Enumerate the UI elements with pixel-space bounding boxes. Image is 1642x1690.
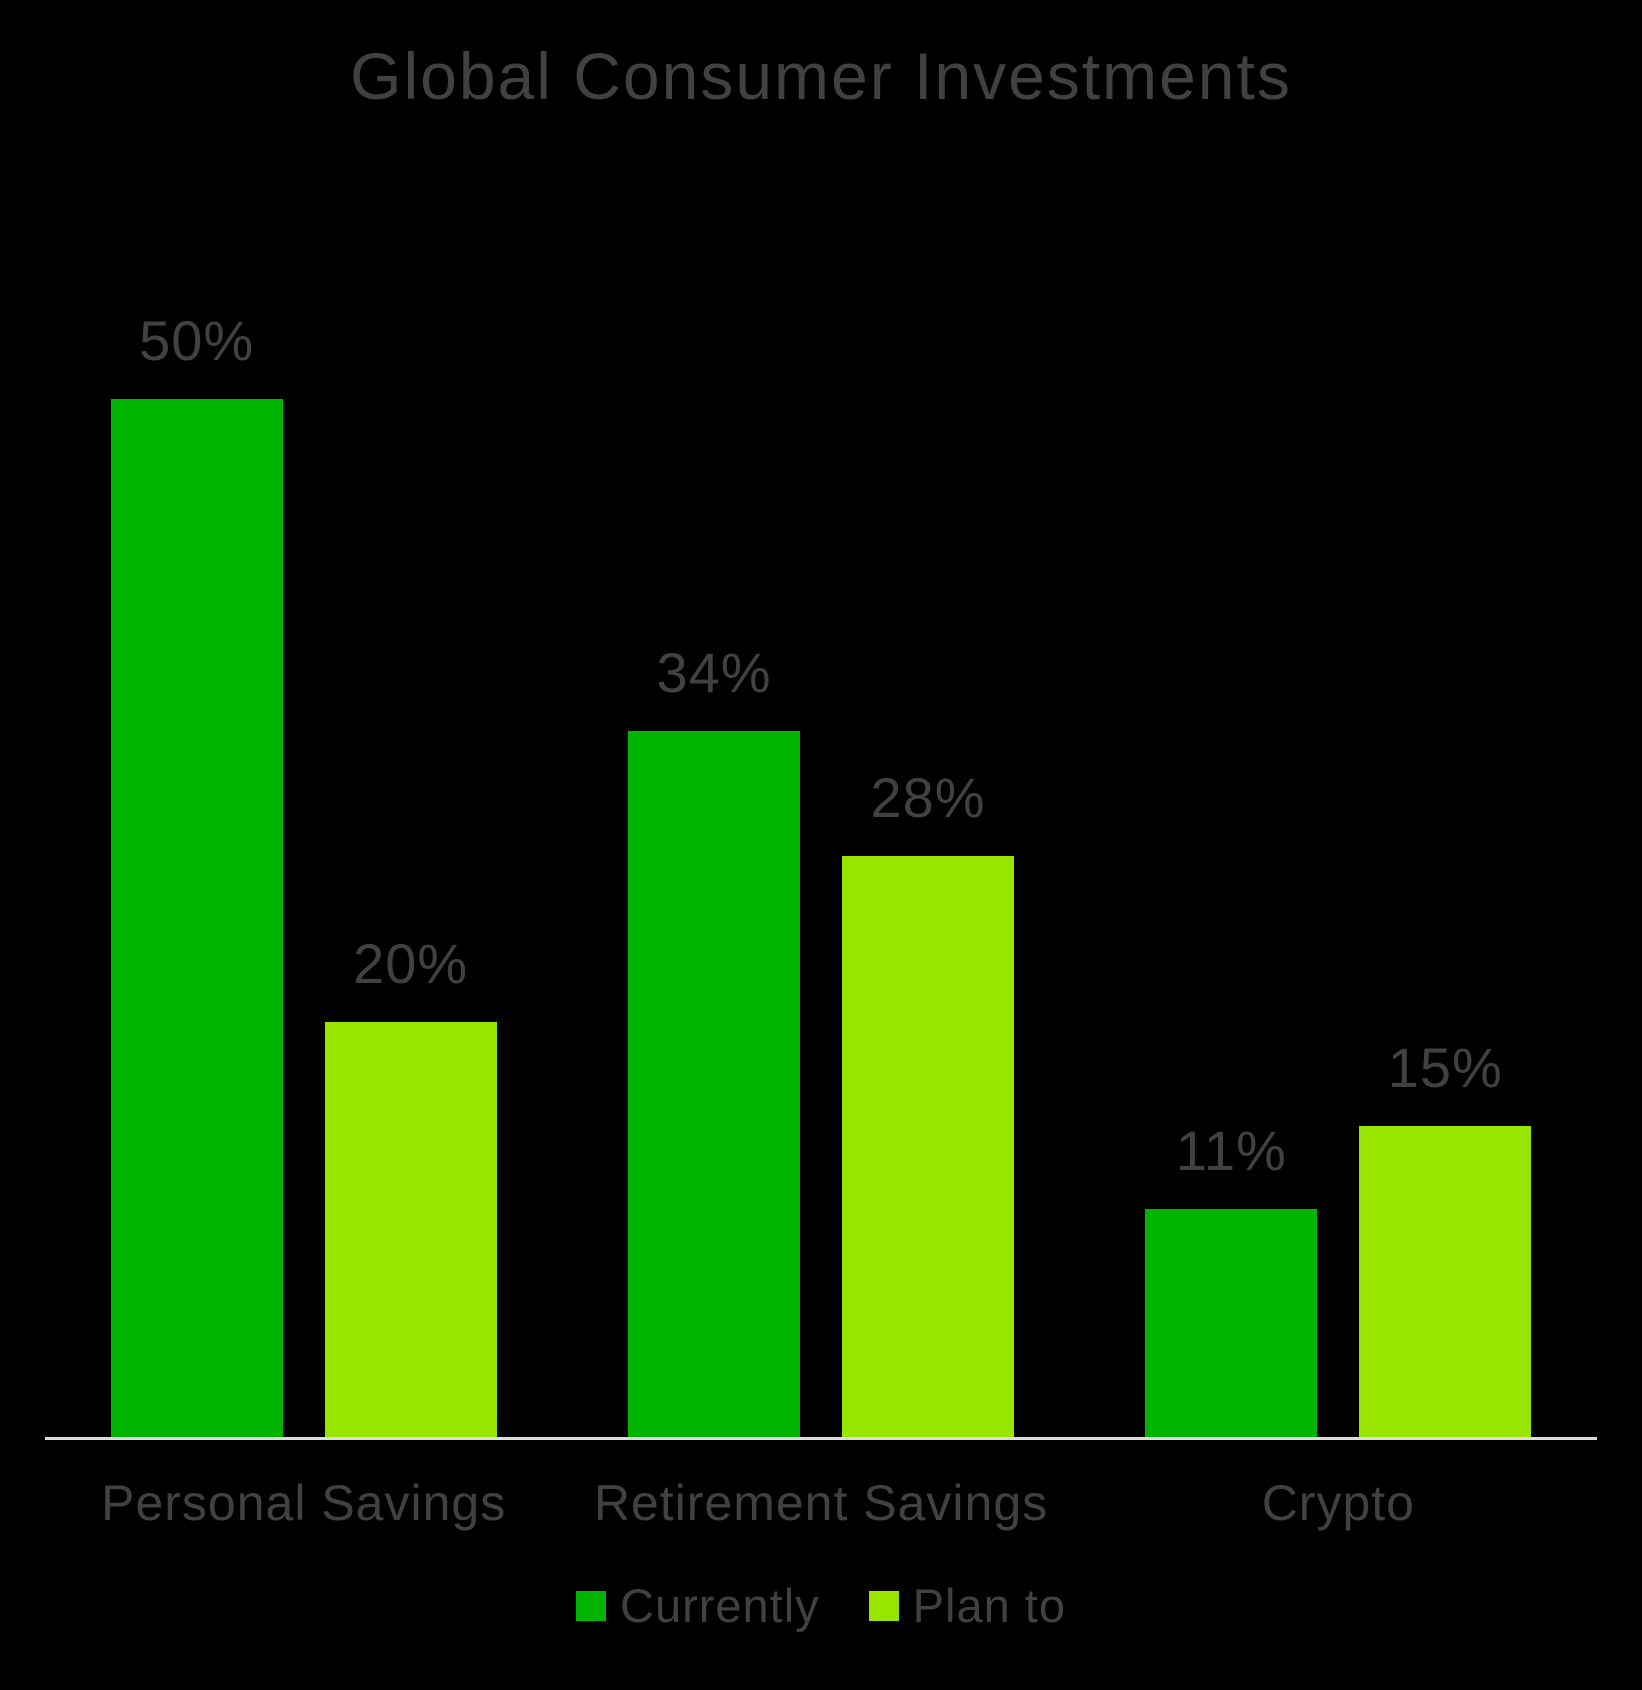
bar: 20%: [324, 932, 497, 1437]
bar: 28%: [841, 766, 1014, 1437]
legend-item: Currently: [576, 1578, 820, 1633]
bar-value-label: 34%: [656, 641, 772, 705]
bar-value-label: 15%: [1387, 1035, 1503, 1099]
bar-rect: [110, 399, 283, 1437]
bar-rect: [324, 1021, 497, 1437]
legend-label: Plan to: [912, 1579, 1066, 1632]
bar-value-label: 28%: [870, 765, 986, 829]
bar-group: 34% 28%: [562, 120, 1079, 1437]
bar: 15%: [1359, 1036, 1532, 1437]
legend-label: Currently: [620, 1579, 820, 1632]
bar-value-label: 11%: [1175, 1118, 1287, 1182]
bar: 50%: [110, 309, 283, 1437]
category-label: Crypto: [1261, 1475, 1415, 1531]
bar-value-label: 20%: [353, 931, 469, 995]
bar: 34%: [627, 641, 800, 1437]
category-axis-labels: Personal Savings Retirement Savings Crypto: [45, 1474, 1597, 1532]
legend-item: Plan to: [868, 1578, 1066, 1633]
bar-rect: [627, 731, 800, 1437]
category-label: Personal Savings: [101, 1475, 507, 1531]
bar-group: 11% 15%: [1080, 120, 1597, 1437]
plot-area: 50% 20% 34% 28% 11% 15%: [45, 120, 1597, 1437]
bar-rect: [1145, 1208, 1318, 1437]
bar-value-label: 50%: [139, 309, 255, 372]
bar-rect: [841, 855, 1014, 1437]
bar-group: 50% 20%: [45, 120, 562, 1437]
legend-swatch-icon: [576, 1590, 606, 1621]
chart-title: Global Consumer Investments: [350, 39, 1292, 113]
bar: 11%: [1145, 1119, 1318, 1437]
legend: Currently Plan to: [0, 1578, 1642, 1633]
bar-rect: [1359, 1125, 1532, 1437]
category-label: Retirement Savings: [593, 1475, 1049, 1531]
x-axis-line: [45, 1437, 1597, 1440]
legend-swatch-icon: [868, 1590, 899, 1621]
